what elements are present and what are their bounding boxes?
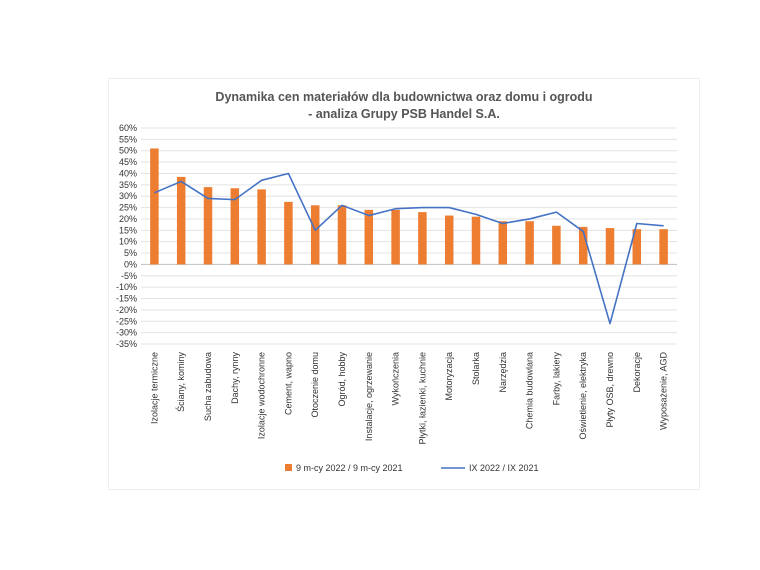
x-tick-label: Cement, wapno bbox=[283, 352, 293, 415]
y-tick-label: -20% bbox=[116, 305, 137, 315]
y-tick-label: -5% bbox=[121, 271, 137, 281]
bar bbox=[150, 148, 159, 265]
y-tick-label: 0% bbox=[124, 259, 137, 269]
chart-title-line-2: - analiza Grupy PSB Handel S.A. bbox=[308, 107, 500, 121]
x-tick-label: Izolacje wodochronne bbox=[257, 352, 267, 439]
legend-label-bars: 9 m-cy 2022 / 9 m-cy 2021 bbox=[296, 463, 403, 473]
y-tick-label: -30% bbox=[116, 328, 137, 338]
bar bbox=[364, 209, 374, 265]
x-tick-label: Wykończenia bbox=[391, 352, 401, 405]
bar bbox=[391, 209, 400, 265]
x-tick-label: Płyty OSB, drewno bbox=[605, 352, 615, 428]
bar bbox=[230, 188, 240, 265]
bar bbox=[444, 215, 454, 265]
x-tick-label: Dachy, rynny bbox=[230, 352, 240, 404]
x-tick-label: Sucha zabudowa bbox=[203, 352, 213, 421]
x-axis-ticks: Izolacje termiczne Ściany, kominy Sucha za… bbox=[149, 352, 668, 445]
x-tick-label: Płytki, łazienki, kuchnie bbox=[417, 352, 427, 445]
x-tick-label: Wyposażenie, AGD bbox=[659, 352, 669, 430]
bar bbox=[257, 189, 266, 265]
y-tick-label: -25% bbox=[116, 316, 137, 326]
y-tick-label: 5% bbox=[124, 248, 137, 258]
bar bbox=[552, 225, 561, 265]
bar bbox=[632, 229, 642, 265]
bar bbox=[498, 221, 508, 265]
legend-label-line: IX 2022 / IX 2021 bbox=[469, 463, 539, 473]
y-tick-label: 25% bbox=[119, 203, 137, 213]
x-tick-label: Stolarka bbox=[471, 352, 481, 385]
x-tick-label: Ogród, hobby bbox=[337, 352, 347, 407]
y-tick-label: 35% bbox=[119, 180, 137, 190]
y-tick-label: 15% bbox=[119, 225, 137, 235]
legend-swatch-bars bbox=[285, 464, 292, 471]
y-tick-label: 45% bbox=[119, 157, 137, 167]
x-tick-label: Instalacje, ogrzewanie bbox=[364, 352, 374, 441]
bar bbox=[176, 176, 186, 265]
y-tick-label: -15% bbox=[116, 294, 137, 304]
y-tick-label: 10% bbox=[119, 237, 137, 247]
x-tick-label: Narzędzia bbox=[498, 352, 508, 393]
chart: Dynamika cen materiałów dla budownictwa … bbox=[116, 90, 677, 473]
y-tick-label: 55% bbox=[119, 134, 137, 144]
bar bbox=[605, 228, 615, 265]
x-tick-label: Ściany, kominy bbox=[175, 352, 186, 412]
x-tick-label: Otoczenie domu bbox=[310, 352, 320, 418]
line-series bbox=[154, 172, 664, 325]
bar bbox=[203, 187, 213, 265]
y-tick-label: 20% bbox=[119, 214, 137, 224]
y-tick-label: 50% bbox=[119, 146, 137, 156]
bar bbox=[471, 216, 481, 265]
y-tick-label: 40% bbox=[119, 168, 137, 178]
legend: 9 m-cy 2022 / 9 m-cy 2021 IX 2022 / IX 2… bbox=[285, 463, 539, 473]
series-line bbox=[154, 172, 664, 325]
x-tick-label: Dekoracje bbox=[632, 352, 642, 393]
x-tick-label: Chemia budowlana bbox=[525, 352, 535, 429]
y-tick-label: -10% bbox=[116, 282, 137, 292]
x-tick-label: Farby, lakiery bbox=[551, 352, 561, 406]
bar bbox=[525, 221, 534, 265]
x-tick-label: Izolacje termiczne bbox=[149, 352, 159, 424]
bar bbox=[578, 226, 588, 265]
bar bbox=[418, 212, 427, 265]
x-tick-label: Oświetlenie, elektryka bbox=[578, 352, 588, 440]
y-axis-ticks: 60%55% 50%45%40% 35%30% 25%20%15% 10%5%0% -5%… bbox=[116, 123, 137, 349]
y-tick-label: 30% bbox=[119, 191, 137, 201]
bar-series bbox=[150, 148, 668, 265]
bar bbox=[310, 205, 320, 265]
x-tick-label: Motoryzacja bbox=[444, 352, 454, 401]
y-tick-label: 60% bbox=[119, 123, 137, 133]
chart-frame: Dynamika cen materiałów dla budownictwa … bbox=[108, 78, 700, 490]
chart-title-line-1: Dynamika cen materiałów dla budownictwa … bbox=[215, 90, 592, 104]
gridlines bbox=[141, 127, 677, 345]
bar bbox=[659, 229, 668, 265]
y-tick-label: -35% bbox=[116, 339, 137, 349]
bar bbox=[284, 201, 293, 265]
bar bbox=[337, 205, 347, 265]
